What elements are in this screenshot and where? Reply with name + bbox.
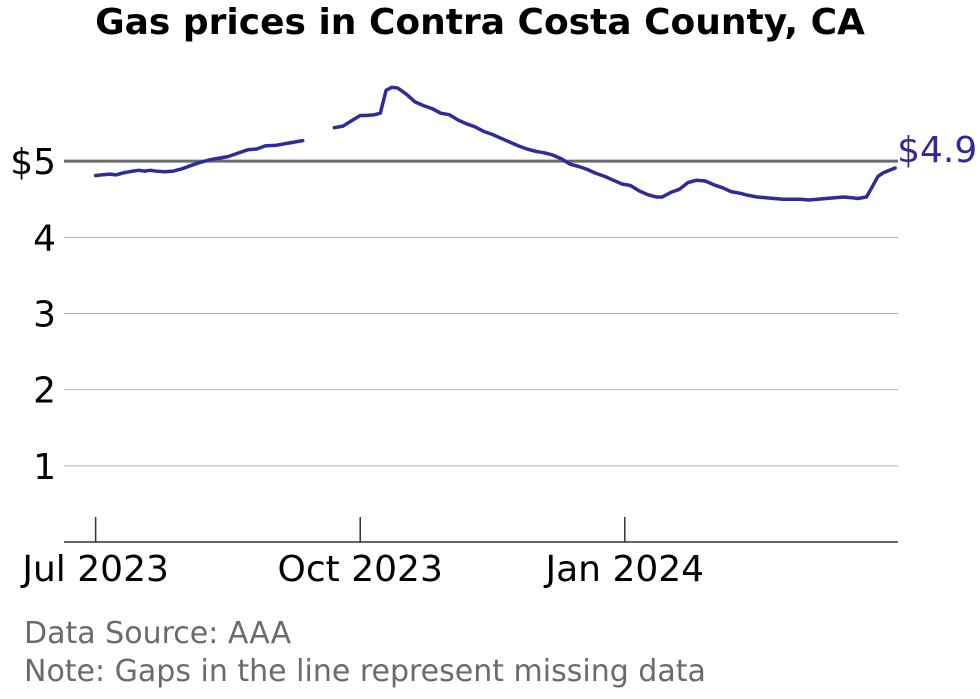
y-tick-label: 2	[33, 371, 56, 412]
grid-layer	[64, 159, 898, 467]
price-line-segment	[332, 85, 897, 202]
x-tick-label: Jan 2024	[544, 549, 705, 590]
x-tick-label: Jul 2023	[20, 549, 169, 590]
series-layer	[93, 85, 897, 202]
latest-price-label: $4.91	[897, 130, 980, 171]
y-tick-label: 4	[33, 218, 56, 259]
chart-title: Gas prices in Contra Costa County, CA	[95, 2, 865, 43]
data-source-note: Data Source: AAA	[24, 616, 292, 651]
x-tick-label: Oct 2023	[278, 549, 443, 590]
y-tick-label: $5	[10, 142, 56, 183]
price-line-segment	[93, 138, 305, 178]
y-tick-label: 3	[33, 295, 56, 336]
axis-layer	[64, 517, 898, 543]
y-tick-label: 1	[33, 447, 56, 488]
gaps-note: Note: Gaps in the line represent missing…	[24, 654, 706, 689]
label-layer: 1 2 3 4 $5 Jul 2023 Oct 2023 Jan 2024 $4.91	[10, 130, 980, 590]
